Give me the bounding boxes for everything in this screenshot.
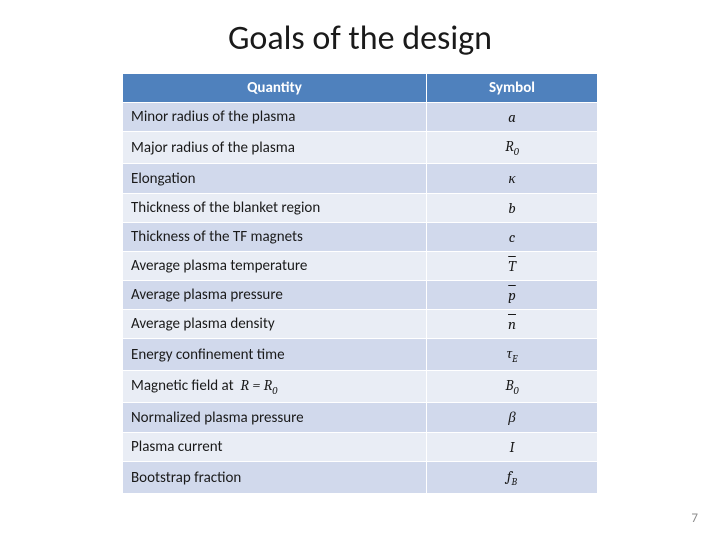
quantity-cell: Average plasma density <box>123 310 427 339</box>
table-row: Average plasma pressurep <box>123 281 598 310</box>
symbol-cell: p <box>427 281 598 310</box>
symbol-cell: β <box>427 403 598 433</box>
table-row: Magnetic field at R = R0B0 <box>123 371 598 403</box>
table-row: Normalized plasma pressureβ <box>123 403 598 433</box>
column-header-quantity: Quantity <box>123 74 427 103</box>
symbol-cell: T <box>427 252 598 281</box>
quantity-cell: Average plasma temperature <box>123 252 427 281</box>
symbol-cell: I <box>427 433 598 462</box>
quantity-cell: Minor radius of the plasma <box>123 103 427 132</box>
quantity-cell: Elongation <box>123 164 427 194</box>
quantity-cell: Normalized plasma pressure <box>123 403 427 433</box>
table-row: Energy confinement timeτE <box>123 339 598 371</box>
design-goals-table: Quantity Symbol Minor radius of the plas… <box>122 73 598 494</box>
table-row: Minor radius of the plasmaa <box>123 103 598 132</box>
quantity-cell: Major radius of the plasma <box>123 132 427 164</box>
table-row: Average plasma temperatureT <box>123 252 598 281</box>
quantity-cell: Plasma current <box>123 433 427 462</box>
page-number: 7 <box>691 511 698 526</box>
table-row: Major radius of the plasmaR0 <box>123 132 598 164</box>
quantity-cell: Magnetic field at R = R0 <box>123 371 427 403</box>
symbol-cell: c <box>427 223 598 252</box>
quantity-cell: Thickness of the blanket region <box>123 194 427 223</box>
symbol-cell: b <box>427 194 598 223</box>
table-row: Thickness of the TF magnetsc <box>123 223 598 252</box>
quantity-cell: Energy confinement time <box>123 339 427 371</box>
quantity-cell: Bootstrap fraction <box>123 462 427 494</box>
symbol-cell: R0 <box>427 132 598 164</box>
table-row: Thickness of the blanket regionb <box>123 194 598 223</box>
table-row: Bootstrap fractionfB <box>123 462 598 494</box>
table-row: Average plasma densityn <box>123 310 598 339</box>
slide-title: Goals of the design <box>0 0 720 73</box>
symbol-cell: τE <box>427 339 598 371</box>
quantity-cell: Average plasma pressure <box>123 281 427 310</box>
symbol-cell: B0 <box>427 371 598 403</box>
table-row: Plasma currentI <box>123 433 598 462</box>
symbol-cell: κ <box>427 164 598 194</box>
table-row: Elongationκ <box>123 164 598 194</box>
symbol-cell: fB <box>427 462 598 494</box>
column-header-symbol: Symbol <box>427 74 598 103</box>
symbol-cell: n <box>427 310 598 339</box>
symbol-cell: a <box>427 103 598 132</box>
quantity-cell: Thickness of the TF magnets <box>123 223 427 252</box>
